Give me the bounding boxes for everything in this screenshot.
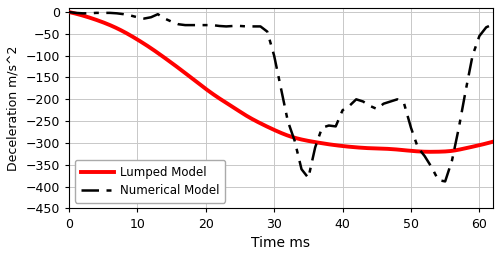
Numerical Model [490,23,496,26]
Legend: Lumped Model, Numerical Model: Lumped Model, Numerical Model [75,160,225,203]
Lumped Model [204,88,210,91]
Y-axis label: Deceleration m/s^2: Deceleration m/s^2 [7,45,20,171]
Numerical Model [182,24,188,27]
Numerical Model [66,11,72,14]
Lumped Model [332,144,338,147]
Numerical Model [278,87,284,90]
Lumped Model [234,108,240,111]
Lumped Model [374,147,380,150]
Line: Lumped Model: Lumped Model [69,12,493,152]
Numerical Model [483,26,489,29]
X-axis label: Time ms: Time ms [252,236,310,250]
Line: Numerical Model: Numerical Model [69,12,493,181]
Numerical Model [196,24,202,27]
Lumped Model [490,140,496,143]
Lumped Model [66,11,72,14]
Lumped Model [372,147,378,150]
Lumped Model [428,150,434,153]
Numerical Model [442,180,448,183]
Numerical Model [360,100,366,103]
Lumped Model [117,28,123,31]
Numerical Model [264,30,270,33]
